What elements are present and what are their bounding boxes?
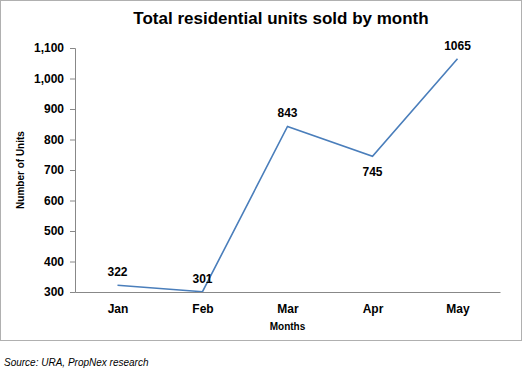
data-labels: 322 301 843 745 1065 [107,39,471,286]
x-axis: Jan Feb Mar Apr May [76,292,501,316]
data-label: 843 [277,106,297,120]
y-tick-label: 900 [44,102,64,116]
x-tick: Feb [192,292,213,316]
x-tick: May [446,292,470,316]
x-tick: Mar [277,292,299,316]
x-tick-label: May [446,302,470,316]
data-label: 322 [107,265,127,279]
y-tick: 500 [44,224,75,238]
x-tick-label: Apr [363,302,384,316]
y-axis-line [70,49,76,293]
y-tick-label: 800 [44,133,64,147]
y-tick-label: 1,100 [34,41,64,55]
chart-frame [1,1,522,341]
y-tick: 800 [44,133,75,147]
y-tick: 700 [44,163,75,177]
y-tick-label: 500 [44,224,64,238]
y-tick-label: 400 [44,255,64,269]
chart-title: Total residential units sold by month [133,9,428,28]
y-tick-mark [70,79,75,80]
y-tick-mark [70,140,75,141]
x-axis-line [76,292,501,293]
data-label: 745 [362,165,382,179]
data-label: 1065 [444,39,471,53]
y-tick: 600 [44,194,75,208]
y-axis: 300 400 500 600 700 800 900 1,000 1,100 [34,41,76,299]
y-tick: 400 [44,255,75,269]
y-tick-label: 600 [44,194,64,208]
source-note: Source: URA, PropNex research [4,357,149,368]
plot-area [118,59,458,292]
y-tick-label: 300 [44,285,64,299]
data-label: 301 [192,272,212,286]
y-tick-mark [70,292,75,293]
x-axis-title: Months [270,321,306,332]
x-tick: Apr [363,292,384,316]
y-tick: 900 [44,102,75,116]
y-tick-mark [70,109,75,110]
x-tick-label: Feb [192,302,213,316]
x-tick-label: Jan [108,302,129,316]
y-tick-mark [70,231,75,232]
y-tick: 1,100 [34,41,75,55]
data-line [118,59,458,292]
y-tick: 1,000 [34,72,75,86]
y-tick-mark [70,262,75,263]
y-tick: 300 [44,285,75,299]
x-tick-label: Mar [277,302,299,316]
y-tick-mark [70,48,75,49]
y-axis-title: Number of Units [15,131,26,209]
y-tick-label: 700 [44,163,64,177]
y-tick-mark [70,201,75,202]
x-tick: Jan [108,292,129,316]
y-tick-mark [70,170,75,171]
y-tick-label: 1,000 [34,72,64,86]
